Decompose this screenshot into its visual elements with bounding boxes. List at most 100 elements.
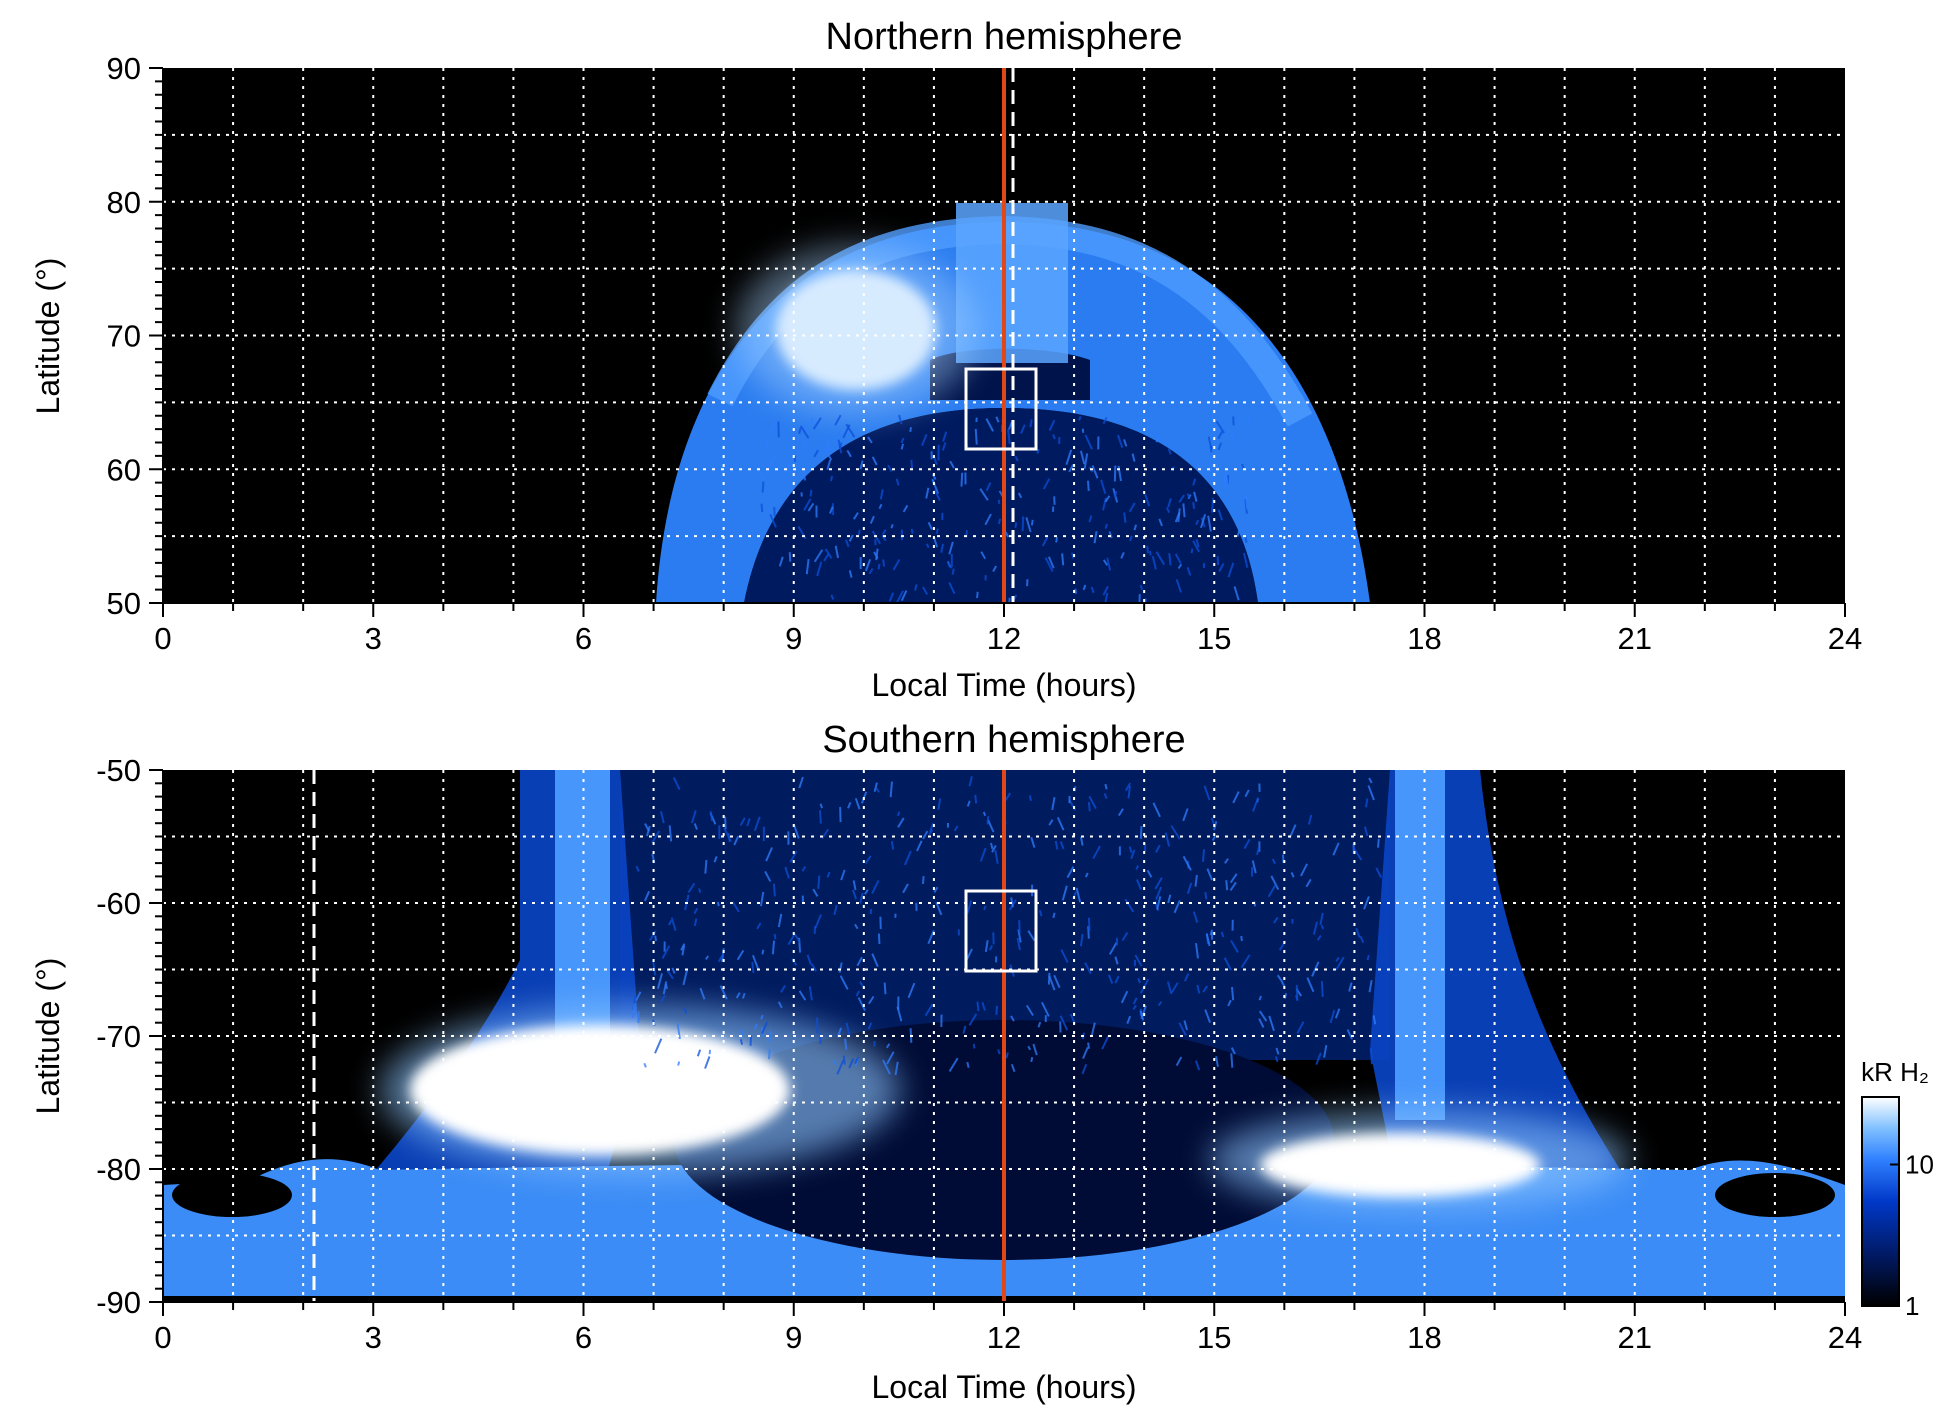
south-noise-streak xyxy=(935,901,943,916)
south-noise-streak xyxy=(857,997,866,1011)
south-box xyxy=(964,889,1038,973)
south-noise-streak xyxy=(656,973,663,990)
north-noise-streak xyxy=(1223,475,1227,489)
north-noise-streak xyxy=(1120,552,1125,559)
south-noise-streak xyxy=(871,880,880,894)
south-noise-streak xyxy=(643,890,651,902)
north-noise-streak xyxy=(1192,540,1201,553)
south-noise-streak xyxy=(864,855,872,865)
south-noise-streak xyxy=(696,1049,702,1057)
south-noise-streak xyxy=(1121,931,1129,942)
south-noise-streak xyxy=(817,875,821,889)
north-noise-streak xyxy=(976,591,979,599)
south-noise-streak xyxy=(1132,997,1138,1005)
south-xtick-label: 9 xyxy=(785,1320,802,1355)
south-noise-streak xyxy=(1210,817,1215,825)
south-noise-streak xyxy=(716,901,720,907)
south-noise-streak xyxy=(1084,872,1089,878)
south-noise-streak xyxy=(987,819,995,833)
south-noise-streak xyxy=(690,810,697,824)
south-noise-streak xyxy=(948,1057,959,1072)
south-noise-streak xyxy=(979,847,987,862)
south-noise-streak xyxy=(699,987,706,1000)
south-noise-streak xyxy=(871,953,879,968)
north-noise-streak xyxy=(867,436,873,444)
north-noise-streak xyxy=(1091,465,1099,479)
south-noise-streak xyxy=(793,932,801,944)
south-noise-streak xyxy=(1146,869,1153,878)
north-noise-streak xyxy=(1217,509,1224,521)
south-noise-streak xyxy=(883,982,887,995)
north-title: Northern hemisphere xyxy=(826,16,1183,58)
south-noise-streak xyxy=(1220,931,1225,938)
south-noise-streak xyxy=(1087,1042,1090,1049)
north-noise-streak xyxy=(1207,436,1213,450)
north-noise-streak xyxy=(835,432,841,444)
south-noise-streak xyxy=(953,825,959,832)
south-noise-streak xyxy=(698,888,702,893)
south-noise-streak xyxy=(1027,930,1036,942)
north-noise-streak xyxy=(823,553,830,562)
south-noise-streak xyxy=(777,913,783,928)
north-noise-streak xyxy=(809,489,813,497)
south-noise-streak xyxy=(1296,1021,1305,1034)
north-noise-streak xyxy=(1175,579,1182,593)
south-noise-streak xyxy=(736,949,745,961)
north-noise-streak xyxy=(1230,433,1237,444)
south-xlabel: Local Time (hours) xyxy=(872,1369,1137,1405)
colorbar-ticks: 1 10 xyxy=(1890,1150,1934,1321)
north-noise-streak xyxy=(1128,502,1136,513)
south-noise-streak xyxy=(662,981,668,995)
north-xtick-label: 21 xyxy=(1618,621,1652,656)
north-xtick-label: 0 xyxy=(154,621,171,656)
south-noise-streak xyxy=(875,787,880,793)
north-noise-streak xyxy=(925,487,930,499)
south-noise-streak xyxy=(731,901,740,913)
south-noise-streak xyxy=(1114,956,1119,965)
north-noise-streak xyxy=(933,457,938,466)
north-noise-streak xyxy=(985,482,992,492)
north-noise-streak xyxy=(951,568,955,575)
south-noise-streak xyxy=(826,871,831,878)
south-noise-streak xyxy=(651,830,661,844)
south-noise-streak xyxy=(1252,797,1260,812)
south-noise-streak xyxy=(676,1023,681,1040)
south-noise-streak xyxy=(859,981,864,987)
south-noise-streak xyxy=(1369,1048,1373,1065)
north-noise-streak xyxy=(1074,588,1078,594)
south-noise-streak xyxy=(1087,801,1091,812)
south-noise-streak xyxy=(1206,868,1214,881)
south-noise-streak xyxy=(1225,880,1229,891)
north-noise-streak xyxy=(1048,419,1056,431)
south-noise-streak xyxy=(1300,863,1309,877)
south-noise-streak xyxy=(833,904,838,916)
north-noise-streak xyxy=(1227,562,1235,578)
south-noise-streak xyxy=(1126,1015,1132,1025)
south-noise-streak xyxy=(1038,909,1043,917)
south-noise-streak xyxy=(668,919,673,926)
north-noise-streak xyxy=(845,539,850,548)
north-noise-streak xyxy=(1061,553,1065,566)
north-noise-streak xyxy=(1186,567,1192,576)
south-left-corner-dark xyxy=(172,1173,292,1217)
south-noise-streak xyxy=(1056,817,1065,831)
north-noise-streak xyxy=(942,431,948,442)
southern-panel: Southern hemisphere xyxy=(30,719,1862,1405)
south-noise-streak xyxy=(648,930,657,942)
south-noise-streak xyxy=(1258,1018,1265,1028)
south-noise-streak xyxy=(1274,1056,1279,1063)
south-noise-streak xyxy=(1155,844,1161,853)
south-noise-streak xyxy=(1211,835,1216,841)
north-noise-streak xyxy=(868,568,874,575)
south-noise-streak xyxy=(1088,795,1097,810)
north-xtick-label: 12 xyxy=(987,621,1021,656)
north-noise-streak xyxy=(869,515,875,524)
south-noise-streak xyxy=(1037,1021,1042,1028)
south-noise-streak xyxy=(1372,1015,1377,1025)
south-noise-streak xyxy=(854,923,859,930)
south-noise-streak xyxy=(1195,942,1199,959)
north-noise-streak xyxy=(1190,548,1194,554)
north-noise-streak xyxy=(1102,559,1109,566)
south-noise-streak xyxy=(767,1031,773,1042)
